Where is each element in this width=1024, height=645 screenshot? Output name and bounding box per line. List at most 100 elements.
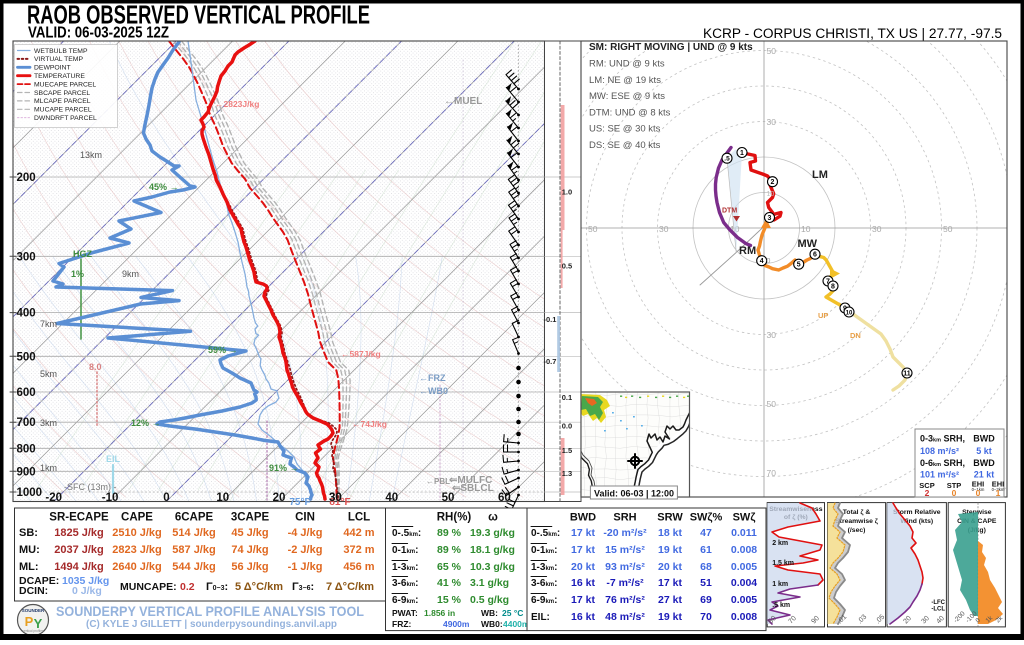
svg-text:←2823J/kg: ←2823J/kg bbox=[215, 99, 259, 109]
svg-text:(C) KYLE J GILLETT | sounderpy: (C) KYLE J GILLETT | sounderpysoundings.… bbox=[86, 619, 337, 630]
svg-text:-20: -20 bbox=[45, 492, 62, 504]
svg-text:4900m: 4900m bbox=[443, 619, 470, 629]
svg-text:2640 J/kg: 2640 J/kg bbox=[112, 561, 162, 573]
svg-text:DTM: UND @ 8 kts: DTM: UND @ 8 kts bbox=[589, 107, 671, 118]
svg-text:KCRP - CORPUS CHRISTI, TX US |: KCRP - CORPUS CHRISTI, TX US | 27.77, -9… bbox=[703, 26, 1002, 41]
svg-text:WETBULB TEMP: WETBULB TEMP bbox=[34, 48, 88, 55]
svg-text:DWNDRFT PARCEL: DWNDRFT PARCEL bbox=[34, 115, 97, 122]
svg-text:0.2: 0.2 bbox=[180, 581, 195, 593]
svg-text:1km: 1km bbox=[40, 463, 57, 473]
svg-text:RH(%): RH(%) bbox=[437, 512, 472, 524]
svg-text:372 m: 372 m bbox=[343, 544, 374, 556]
svg-text:SBCAPE PARCEL: SBCAPE PARCEL bbox=[34, 90, 90, 97]
svg-text:1.856 in: 1.856 in bbox=[424, 608, 455, 618]
svg-text:800: 800 bbox=[17, 443, 36, 455]
svg-text:1%: 1% bbox=[71, 269, 84, 279]
svg-text:←MUEL: ←MUEL bbox=[444, 96, 482, 107]
svg-text:600: 600 bbox=[17, 387, 36, 399]
svg-text:10.3 g/kg: 10.3 g/kg bbox=[470, 561, 515, 573]
svg-text:11: 11 bbox=[903, 371, 911, 378]
svg-text:1494 J/kg: 1494 J/kg bbox=[54, 561, 104, 573]
svg-text:TEMPERATURE: TEMPERATURE bbox=[34, 73, 85, 80]
svg-text:SWζ: SWζ bbox=[733, 512, 756, 524]
svg-text:40: 40 bbox=[385, 492, 398, 504]
svg-text:ML:: ML: bbox=[19, 561, 39, 573]
svg-text:1.3: 1.3 bbox=[562, 469, 572, 478]
svg-text:MUECAPE PARCEL: MUECAPE PARCEL bbox=[34, 81, 96, 88]
svg-text:20: 20 bbox=[273, 492, 286, 504]
svg-text:BWD: BWD bbox=[570, 512, 596, 524]
svg-text:544 J/kg: 544 J/kg bbox=[172, 561, 215, 573]
svg-text:25 °C: 25 °C bbox=[502, 608, 523, 618]
svg-text:19 kt: 19 kt bbox=[658, 544, 682, 556]
svg-text:1.5 km: 1.5 km bbox=[772, 560, 794, 567]
svg-text:LM: LM bbox=[812, 169, 828, 181]
svg-text:⇐SBLCL: ⇐SBLCL bbox=[452, 483, 494, 494]
svg-text:←587J/kg: ←587J/kg bbox=[341, 349, 381, 359]
svg-text:0: 0 bbox=[976, 488, 981, 498]
svg-text:18 kt: 18 kt bbox=[658, 527, 682, 539]
svg-text:←WB0: ←WB0 bbox=[419, 386, 448, 396]
svg-text:514 J/kg: 514 J/kg bbox=[172, 527, 215, 539]
svg-text:←74J/kg: ←74J/kg bbox=[352, 419, 387, 429]
svg-text:0.005: 0.005 bbox=[731, 594, 757, 606]
svg-text:5: 5 bbox=[797, 262, 801, 269]
svg-text:SB:: SB: bbox=[19, 527, 38, 539]
svg-text:FRZ:: FRZ: bbox=[392, 619, 412, 629]
svg-text:SOUNDERPY VERTICAL PROFILE ANA: SOUNDERPY VERTICAL PROFILE ANALYSIS TOOL bbox=[56, 603, 364, 619]
svg-text:MW: ESE @ 9 kts: MW: ESE @ 9 kts bbox=[589, 91, 665, 102]
svg-text:442 m: 442 m bbox=[343, 527, 374, 539]
svg-text:300: 300 bbox=[17, 251, 36, 263]
svg-text:4: 4 bbox=[760, 258, 764, 265]
svg-text:0: 0 bbox=[952, 488, 957, 498]
svg-text:7 Δ°C/km: 7 Δ°C/km bbox=[326, 581, 374, 593]
svg-text:21 kt: 21 kt bbox=[974, 470, 995, 480]
svg-text:.5 km: .5 km bbox=[772, 602, 790, 609]
svg-text:1.0: 1.0 bbox=[562, 188, 572, 197]
svg-text:MUCAPE PARCEL: MUCAPE PARCEL bbox=[34, 107, 92, 114]
svg-text:LM: NE @ 19 kts: LM: NE @ 19 kts bbox=[589, 75, 661, 86]
svg-text:Streamwise ζ: Streamwise ζ bbox=[835, 518, 879, 525]
svg-text:15 %: 15 % bbox=[437, 594, 462, 606]
svg-text:DTM: DTM bbox=[722, 208, 737, 215]
svg-text:500: 500 bbox=[17, 351, 36, 363]
svg-text:RM: UND @ 9 kts: RM: UND @ 9 kts bbox=[589, 59, 665, 70]
svg-text:3-6km:: 3-6km: bbox=[392, 578, 418, 589]
svg-text:3.1 g/kg: 3.1 g/kg bbox=[470, 577, 509, 589]
svg-text:19 kt: 19 kt bbox=[658, 611, 682, 623]
svg-text:SOUNDER: SOUNDER bbox=[22, 608, 45, 613]
svg-text:1825 J/kg: 1825 J/kg bbox=[54, 527, 104, 539]
svg-text:5 Δ°C/km: 5 Δ°C/km bbox=[235, 581, 283, 593]
svg-text:SR-ECAPE: SR-ECAPE bbox=[49, 512, 109, 524]
svg-text:EIL: EIL bbox=[106, 454, 121, 464]
svg-text:700: 700 bbox=[17, 417, 36, 429]
svg-text:2: 2 bbox=[771, 179, 775, 186]
svg-text:1.5: 1.5 bbox=[562, 446, 572, 455]
svg-text:5km: 5km bbox=[40, 369, 57, 379]
svg-text:0.5 g/kg: 0.5 g/kg bbox=[470, 594, 509, 606]
svg-text:VIRTUAL TEMP: VIRTUAL TEMP bbox=[34, 56, 83, 63]
svg-text:HGZ: HGZ bbox=[73, 249, 93, 259]
svg-text:1000: 1000 bbox=[17, 487, 43, 499]
svg-text:200: 200 bbox=[17, 172, 36, 184]
svg-text:RM: RM bbox=[739, 245, 756, 257]
svg-text:93 m²/s²: 93 m²/s² bbox=[605, 561, 645, 573]
svg-text:51: 51 bbox=[700, 577, 712, 589]
svg-text:1: 1 bbox=[740, 150, 744, 157]
svg-text:DN: DN bbox=[850, 331, 861, 340]
svg-text:18.1 g/kg: 18.1 g/kg bbox=[470, 544, 515, 556]
svg-text:30: 30 bbox=[767, 330, 777, 340]
svg-text:0.5: 0.5 bbox=[562, 262, 572, 271]
svg-text:CAPE: CAPE bbox=[121, 512, 153, 524]
svg-text:0 J/kg: 0 J/kg bbox=[72, 585, 102, 597]
svg-text:9km: 9km bbox=[122, 269, 139, 279]
svg-text:30: 30 bbox=[767, 117, 777, 127]
svg-text:17 kt: 17 kt bbox=[571, 544, 595, 556]
svg-text:2 km: 2 km bbox=[772, 540, 788, 547]
svg-text:59% →: 59% → bbox=[208, 345, 238, 355]
svg-text:DCIN:: DCIN: bbox=[19, 585, 48, 597]
svg-text:0.0: 0.0 bbox=[562, 422, 572, 431]
svg-text:68: 68 bbox=[700, 561, 712, 573]
svg-text:LCL: LCL bbox=[348, 512, 370, 524]
svg-text:2: 2 bbox=[925, 488, 930, 498]
